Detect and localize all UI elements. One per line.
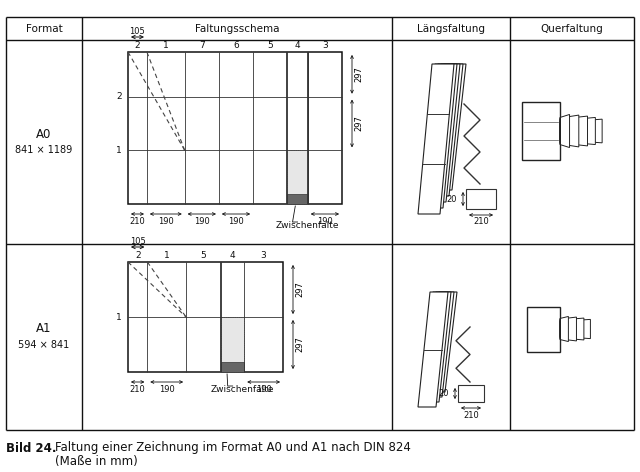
Text: 297: 297 [354,116,363,131]
Text: 5: 5 [268,41,273,50]
Text: A0: A0 [36,127,52,141]
Text: 190: 190 [158,217,173,226]
Polygon shape [418,64,454,214]
Text: 20: 20 [438,389,449,398]
Text: Faltung einer Zeichnung im Format A0 und A1 nach DIN 824: Faltung einer Zeichnung im Format A0 und… [55,441,411,455]
Polygon shape [427,64,463,196]
Text: 7: 7 [199,41,205,50]
Text: 297: 297 [354,67,363,82]
Bar [287,150,308,204]
Text: 4: 4 [295,41,300,50]
Text: 1: 1 [163,41,169,50]
Text: 297: 297 [295,282,304,297]
Polygon shape [427,292,457,392]
Text: 297: 297 [295,337,304,353]
Text: 2: 2 [116,92,122,101]
Text: 210: 210 [129,217,145,226]
Text: 841 × 1189: 841 × 1189 [15,145,72,155]
Text: (Maße in mm): (Maße in mm) [55,455,138,467]
Text: Faltungsschema: Faltungsschema [195,24,279,34]
Polygon shape [424,292,454,397]
Text: Längsfaltung: Längsfaltung [417,24,485,34]
Polygon shape [527,307,560,352]
Text: Bild 24.: Bild 24. [6,441,56,455]
Text: 105: 105 [129,26,145,35]
Polygon shape [560,116,588,146]
Text: 210: 210 [463,411,479,420]
Text: 190: 190 [256,385,271,394]
Text: 5: 5 [201,251,207,260]
Polygon shape [560,320,591,338]
Text: 190: 190 [194,217,210,226]
Polygon shape [560,316,568,342]
Bar [458,385,484,402]
Text: Format: Format [26,24,62,34]
Text: 190: 190 [317,217,333,226]
Text: 1: 1 [164,251,170,260]
Text: 3: 3 [322,41,328,50]
Polygon shape [560,317,577,341]
Text: 20: 20 [447,194,457,203]
Polygon shape [421,64,457,208]
Text: Querfaltung: Querfaltung [541,24,604,34]
Bar [221,317,244,372]
Bar [466,189,496,209]
Text: 1: 1 [116,146,122,155]
Polygon shape [560,114,570,148]
Text: 1: 1 [116,312,122,321]
Bar [128,262,283,372]
Text: A1: A1 [36,322,52,336]
Polygon shape [418,292,448,407]
Polygon shape [560,118,595,144]
Polygon shape [522,102,560,160]
Bar [128,52,342,204]
Text: 2: 2 [135,251,141,260]
Text: 6: 6 [233,41,239,50]
Polygon shape [424,64,460,202]
Polygon shape [560,115,579,147]
Text: 2: 2 [134,41,140,50]
Polygon shape [560,119,602,143]
Polygon shape [560,318,584,340]
Text: 190: 190 [228,217,244,226]
Text: 190: 190 [159,385,175,394]
Text: 105: 105 [130,236,145,245]
Text: 594 × 841: 594 × 841 [19,340,70,350]
Polygon shape [421,292,451,402]
Bar [221,362,244,372]
Text: Zwischenfalte: Zwischenfalte [276,221,339,230]
Text: 4: 4 [230,251,236,260]
Text: 210: 210 [473,218,489,227]
Text: 3: 3 [260,251,266,260]
Text: 210: 210 [130,385,145,394]
Text: Zwischenfalte: Zwischenfalte [211,386,275,395]
Polygon shape [430,64,466,190]
Bar [287,194,308,204]
